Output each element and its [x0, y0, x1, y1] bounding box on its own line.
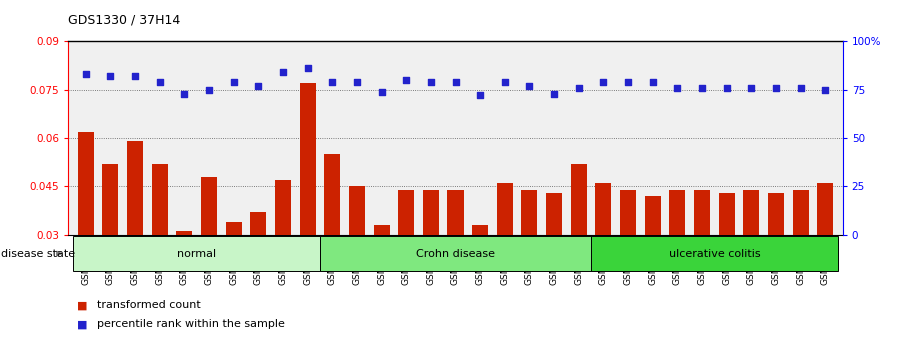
Point — [301, 66, 315, 71]
Bar — [670, 189, 685, 331]
Point — [374, 89, 389, 95]
Text: ulcerative colitis: ulcerative colitis — [669, 249, 761, 258]
Point — [818, 87, 833, 92]
Bar — [374, 225, 390, 331]
Point — [769, 85, 783, 90]
Bar — [620, 189, 636, 331]
Bar — [496, 183, 513, 331]
Bar — [447, 189, 464, 331]
Bar — [320, 236, 591, 271]
Point — [744, 85, 759, 90]
Bar — [275, 180, 291, 331]
Point — [78, 71, 93, 77]
Point — [128, 73, 142, 79]
Point — [547, 91, 561, 96]
Point — [695, 85, 710, 90]
Bar — [349, 186, 365, 331]
Point — [596, 79, 610, 85]
Point — [399, 77, 414, 83]
Bar — [571, 164, 587, 331]
Text: ■: ■ — [77, 319, 88, 329]
Bar — [645, 196, 660, 331]
Bar — [423, 189, 439, 331]
Text: percentile rank within the sample: percentile rank within the sample — [97, 319, 285, 329]
Bar — [817, 183, 834, 331]
Point — [793, 85, 808, 90]
Bar — [127, 141, 143, 331]
Point — [448, 79, 463, 85]
Bar — [102, 164, 118, 331]
Point — [720, 85, 734, 90]
Text: GDS1330 / 37H14: GDS1330 / 37H14 — [68, 14, 180, 27]
Bar — [77, 131, 94, 331]
Bar — [201, 177, 217, 331]
Bar — [694, 189, 710, 331]
Bar — [176, 231, 192, 331]
Bar — [324, 154, 340, 331]
Bar — [151, 164, 168, 331]
Point — [325, 79, 340, 85]
Bar — [73, 236, 320, 271]
Bar — [743, 189, 760, 331]
Point — [670, 85, 685, 90]
Bar — [596, 183, 611, 331]
Point — [620, 79, 635, 85]
Point — [201, 87, 216, 92]
Point — [177, 91, 191, 96]
Point — [350, 79, 364, 85]
Bar — [472, 225, 488, 331]
Bar — [768, 193, 784, 331]
Point — [646, 79, 660, 85]
Text: ■: ■ — [77, 300, 88, 310]
Point — [473, 93, 487, 98]
Point — [103, 73, 118, 79]
Point — [571, 85, 586, 90]
Point — [152, 79, 167, 85]
Bar — [793, 189, 809, 331]
Point — [251, 83, 265, 89]
Bar — [719, 193, 735, 331]
Bar — [300, 83, 315, 331]
Text: transformed count: transformed count — [97, 300, 201, 310]
Bar — [226, 222, 241, 331]
Text: disease state: disease state — [1, 249, 75, 258]
Text: Crohn disease: Crohn disease — [416, 249, 495, 258]
Point — [424, 79, 438, 85]
Bar — [398, 189, 415, 331]
Bar — [591, 236, 838, 271]
Bar — [546, 193, 562, 331]
Bar — [521, 189, 537, 331]
Point — [226, 79, 241, 85]
Bar — [251, 212, 266, 331]
Point — [522, 83, 537, 89]
Text: normal: normal — [177, 249, 216, 258]
Point — [276, 70, 291, 75]
Point — [497, 79, 512, 85]
